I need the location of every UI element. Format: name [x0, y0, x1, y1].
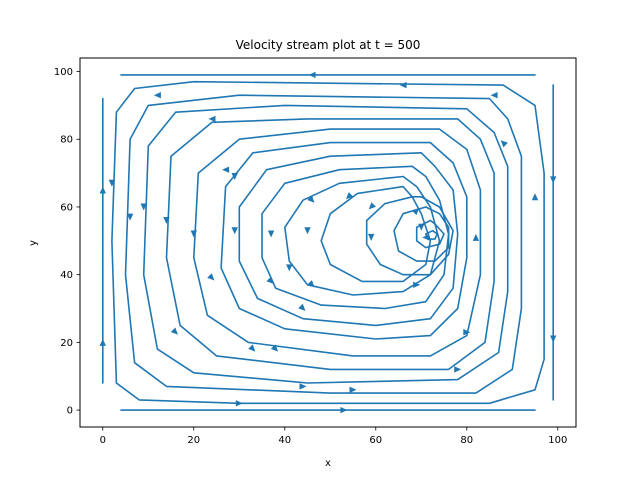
stream-arrow — [308, 71, 316, 79]
chart-title: Velocity stream plot at t = 500 — [236, 38, 421, 52]
streamline — [124, 94, 523, 394]
stream-arrow — [267, 230, 275, 238]
axes-frame — [79, 57, 577, 428]
stream-arrow — [248, 344, 256, 352]
stream-arrow — [140, 203, 147, 211]
stream-arrow — [490, 92, 498, 99]
x-ticks-group: 0 20 40 60 80 100 — [100, 427, 567, 446]
stream-arrow — [368, 233, 375, 241]
stream-arrow — [454, 366, 462, 373]
streamline — [320, 185, 432, 283]
streamline — [165, 118, 495, 371]
stream-arrow — [550, 335, 557, 343]
stream-arrow — [307, 195, 315, 203]
stream-arrow — [286, 264, 293, 272]
y-tick-label: 80 — [60, 135, 73, 146]
stream-arrow — [413, 281, 421, 288]
streamline — [220, 141, 468, 340]
streamline — [393, 206, 450, 262]
stream-arrow — [412, 207, 420, 216]
stream-arrow — [266, 276, 274, 284]
stream-arrow — [531, 193, 539, 201]
y-axis-label: y — [28, 240, 39, 246]
stream-arrow — [550, 176, 557, 184]
stream-arrow — [153, 92, 161, 99]
streamline — [365, 196, 454, 276]
stream-arrow — [222, 166, 230, 173]
stream-arrow — [368, 202, 376, 210]
stream-arrow — [231, 227, 238, 235]
stream-arrow — [298, 303, 306, 311]
streamline — [193, 128, 482, 357]
stream-arrow — [108, 179, 116, 187]
stream-arrow — [463, 329, 471, 336]
stream-arrow — [422, 234, 430, 241]
streamline — [238, 152, 459, 327]
x-tick-label: 80 — [460, 435, 473, 446]
stream-arrow — [346, 192, 354, 200]
x-tick-label: 0 — [100, 435, 106, 446]
stream-arrow — [270, 344, 279, 352]
y-tick-label: 40 — [60, 270, 73, 281]
streamline — [111, 80, 545, 405]
x-tick-label: 40 — [278, 435, 291, 446]
y-tick-label: 20 — [60, 338, 73, 349]
stream-arrow — [163, 217, 170, 224]
stream-arrow — [235, 400, 243, 407]
stream-arrow — [472, 233, 480, 241]
stream-arrow — [126, 213, 134, 221]
stream-arrow — [418, 223, 425, 231]
y-tick-label: 0 — [67, 406, 73, 417]
streamline — [425, 229, 438, 240]
stream-arrow — [304, 227, 311, 235]
streamline — [415, 219, 445, 249]
y-tick-label: 60 — [60, 202, 73, 213]
y-tick-label: 100 — [54, 67, 73, 78]
streamlines-group — [102, 74, 554, 411]
streamline — [142, 104, 509, 384]
x-axis-label: x — [325, 458, 331, 469]
streamline — [284, 175, 441, 296]
stream-arrow — [99, 338, 106, 346]
stream-arrow — [99, 186, 106, 194]
stream-arrow — [299, 383, 307, 390]
x-tick-label: 20 — [187, 435, 200, 446]
stream-arrow — [208, 115, 216, 123]
y-ticks-group: 0 20 40 60 80 100 — [54, 67, 80, 417]
stream-arrow — [207, 273, 215, 281]
stream-arrow — [307, 280, 315, 288]
x-tick-label: 60 — [369, 435, 382, 446]
stream-arrow — [231, 173, 238, 180]
streamline — [261, 165, 450, 310]
x-tick-label: 100 — [548, 435, 567, 446]
stream-arrow — [349, 386, 357, 393]
stream-arrow — [500, 140, 508, 148]
stream-arrow — [190, 230, 197, 238]
stream-arrow — [170, 327, 178, 335]
stream-arrow — [399, 81, 407, 89]
arrows-group — [99, 71, 557, 414]
stream-arrow — [340, 406, 348, 414]
